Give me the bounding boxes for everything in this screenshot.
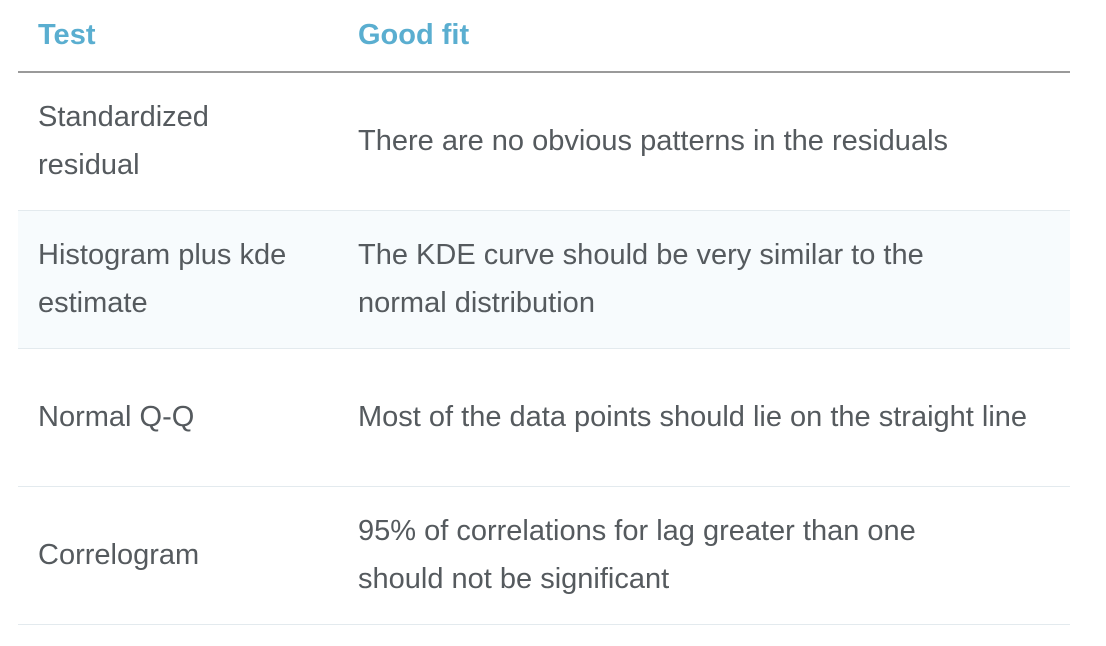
good-fit-cell: There are no obvious patterns in the res… [338, 72, 1070, 211]
test-cell: Histogram plus kde estimate [18, 210, 338, 349]
table-header-row: Test Good fit [18, 0, 1070, 73]
good-fit-cell: The KDE curve should be very similar to … [338, 210, 1070, 349]
table-row: Standardized residual There are no obvio… [18, 72, 1070, 211]
table-row: Normal Q-Q Most of the data points shoul… [18, 348, 1070, 487]
test-cell: Normal Q-Q [18, 348, 338, 487]
column-header-good-fit: Good fit [338, 0, 1070, 73]
good-fit-cell: 95% of correlations for lag greater than… [338, 486, 1070, 625]
test-cell: Correlogram [18, 486, 338, 625]
table-row: Correlogram 95% of correlations for lag … [18, 486, 1070, 625]
table-row: Histogram plus kde estimate The KDE curv… [18, 210, 1070, 349]
goodness-of-fit-table-container: Test Good fit Standardized residual Ther… [18, 0, 1070, 625]
goodness-of-fit-table: Test Good fit Standardized residual Ther… [18, 0, 1070, 625]
column-header-test: Test [18, 0, 338, 73]
test-cell: Standardized residual [18, 72, 338, 211]
good-fit-cell: Most of the data points should lie on th… [338, 348, 1070, 487]
